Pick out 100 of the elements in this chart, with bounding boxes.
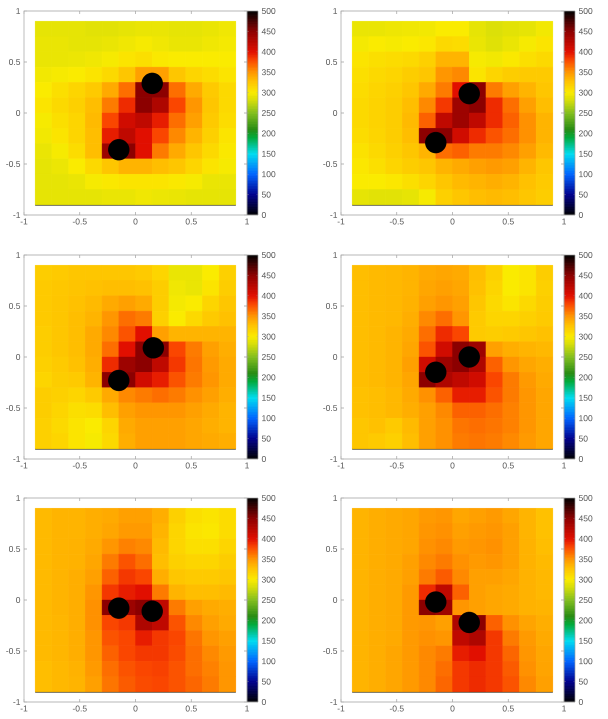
x-tick-label: -0.5 [72,706,87,712]
color-bar-label: 400 [578,536,592,542]
color-bar-label: 300 [578,334,592,340]
y-tick-label: -1 [330,456,338,462]
y-tick-label: -0.5 [323,404,338,411]
color-bar-label: 350 [262,69,276,76]
color-bar-label: 400 [262,292,276,299]
y-tick-label: -1 [13,212,20,218]
color-bar-label: 200 [578,374,592,380]
y-tick-label: 0 [16,354,20,360]
color-bar-label: 250 [578,354,592,360]
color-bar-label: 100 [262,171,276,178]
color-bar-label: 450 [262,515,276,522]
color-bar-label: 150 [579,394,592,401]
color-bar-label: 50 [262,436,271,442]
color-bar-label: 0 [262,212,266,218]
y-tick-label: 0 [16,110,20,116]
x-tick-label: -1 [338,706,344,712]
y-tick-label: 0.5 [326,58,338,65]
color-bar-label: 100 [262,658,276,664]
color-bar-label: 50 [578,436,588,442]
color-bar-label: 400 [578,292,592,299]
x-tick-label: -0.5 [390,706,404,712]
x-tick-label: 0 [133,218,138,225]
x-tick-label: 1 [562,462,566,468]
color-bar-label: 450 [578,515,592,522]
x-tick-label: -1 [338,462,344,468]
color-bar-label: 450 [262,272,276,278]
color-bar-label: 500 [262,494,276,501]
color-bar-label: 150 [262,394,276,401]
x-tick-label: -1 [20,462,28,468]
color-bar-label: 250 [262,110,276,116]
color-bar-label: 150 [579,638,592,644]
y-tick-label: -1 [330,699,338,705]
y-tick-label: 0 [333,354,338,360]
y-tick-label: 0.5 [326,302,338,309]
x-tick-label: 0.5 [502,706,514,712]
color-bar-label: 500 [578,252,592,258]
x-tick-label: -1 [338,218,344,224]
color-bar-label: 350 [578,69,592,76]
color-bar-label: 400 [578,48,592,55]
color-bar-label: 100 [579,171,592,178]
y-tick-label: 0.5 [326,546,338,552]
x-tick-label: 0 [450,462,455,469]
x-tick-label: 1 [562,218,566,224]
color-bar-label: 100 [262,415,276,422]
color-bar-label: 50 [578,678,588,685]
x-tick-label: 1 [562,706,566,712]
color-bar-label: 200 [262,617,276,624]
color-bar-label: 350 [262,556,276,562]
y-tick-label: 1 [333,8,338,14]
color-bar-label: 0 [578,212,583,218]
x-tick-label: -0.5 [72,462,87,469]
x-tick-label: 0 [133,462,138,469]
x-tick-label: 1 [245,462,249,468]
color-bar-label: 450 [262,28,276,34]
y-tick-label: -0.5 [323,648,338,654]
color-bar-label: 250 [578,110,592,116]
color-bar-label: 400 [262,536,276,542]
color-bar-label: 150 [262,150,276,157]
color-bar-label: 50 [578,192,588,198]
y-tick-label: -1 [13,456,20,462]
color-bar-label: 500 [578,494,592,501]
y-tick-label: -0.5 [6,160,20,167]
color-bar-label: 500 [262,8,276,14]
color-bar-label: 0 [262,456,266,462]
color-bar-label: 50 [262,678,271,685]
y-tick-label: -0.5 [323,160,338,167]
y-tick-label: 0 [333,110,338,116]
color-bar-label: 400 [262,48,276,55]
x-tick-label: 0.5 [186,218,197,225]
y-tick-label: 1 [16,495,20,501]
x-tick-label: 1 [245,218,249,224]
color-bar-label: 0 [578,698,583,706]
y-tick-label: 0.5 [8,546,20,552]
color-bar-label: 450 [578,272,592,278]
y-tick-label: 1 [333,495,338,501]
y-tick-label: -0.5 [6,648,20,654]
x-tick-label: -1 [20,706,28,712]
y-tick-label: 0.5 [8,58,20,65]
x-tick-label: 0 [133,706,138,712]
x-tick-label: -0.5 [72,218,87,225]
x-tick-label: -0.5 [390,462,404,469]
x-tick-label: 0.5 [502,218,514,225]
x-tick-label: -1 [20,218,28,224]
color-bar-label: 100 [579,658,592,664]
x-tick-label: 0.5 [502,462,514,469]
color-bar-label: 200 [262,130,276,136]
y-tick-label: 1 [16,8,20,14]
y-tick-label: 0 [333,596,338,604]
color-bar-label: 500 [578,8,592,14]
x-tick-label: 0 [450,706,455,712]
x-tick-label: 0.5 [186,462,197,469]
color-bar-label: 300 [262,334,276,340]
y-tick-label: -1 [330,212,338,218]
color-bar-label: 300 [262,576,276,583]
y-tick-label: -1 [13,699,20,705]
color-bar-label: 50 [262,192,271,198]
color-bar-label: 0 [578,456,583,462]
color-bar-label: 300 [578,576,592,583]
